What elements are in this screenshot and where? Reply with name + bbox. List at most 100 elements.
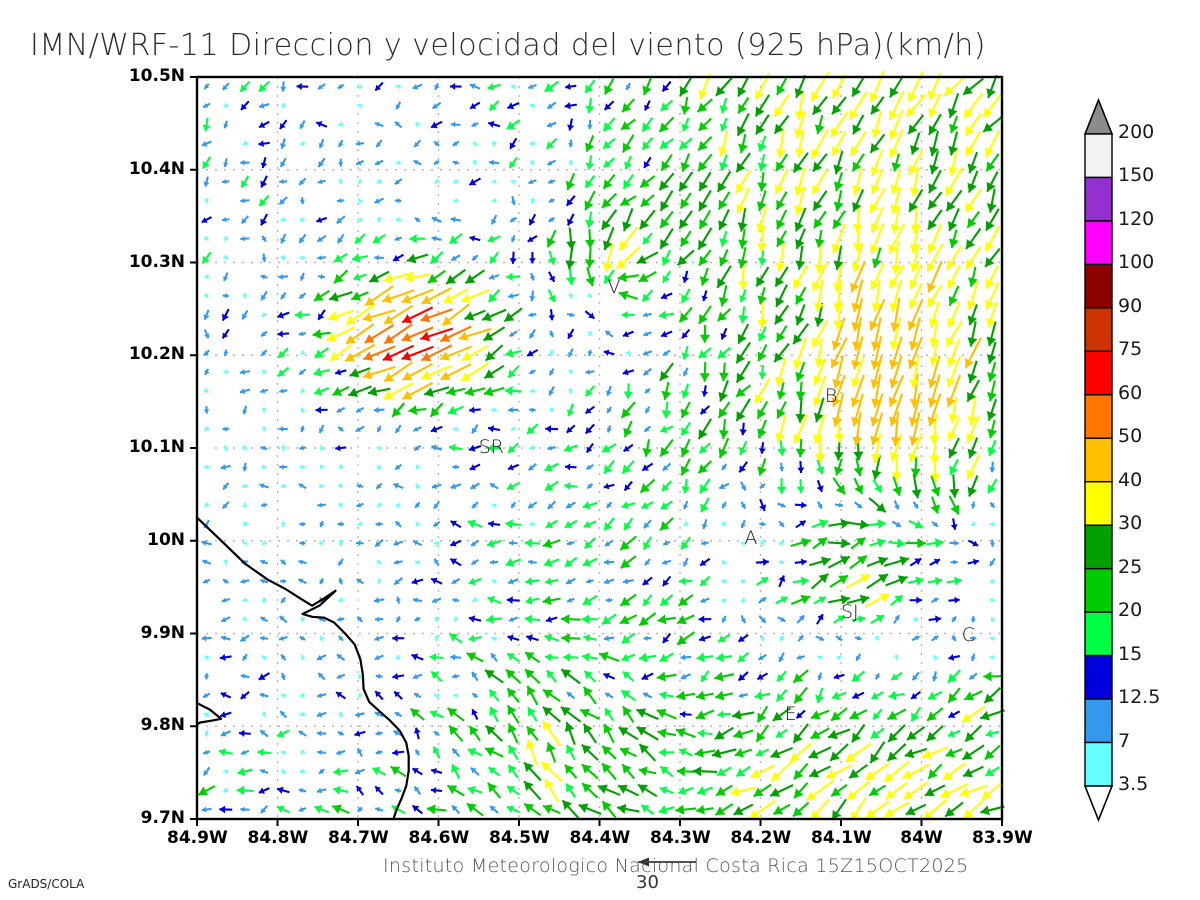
wind-vector-arrow xyxy=(929,413,940,445)
wind-vector-arrow xyxy=(814,229,825,248)
wind-vector-arrow xyxy=(564,101,577,110)
wind-vector-arrow xyxy=(505,668,522,684)
wind-vector-head xyxy=(730,786,741,797)
wind-vector-head xyxy=(204,675,210,680)
wind-vector-head xyxy=(472,693,478,699)
wind-vector-arrow xyxy=(566,403,575,417)
wind-vector-head xyxy=(638,273,649,282)
wind-vector-head xyxy=(755,393,764,404)
wind-vector-head xyxy=(699,276,710,286)
wind-vector-head xyxy=(299,711,305,717)
wind-vector-head xyxy=(529,160,535,165)
wind-vector-arrow xyxy=(659,690,674,700)
wind-vector-arrow xyxy=(564,556,578,568)
y-axis-label: 10.3N xyxy=(128,251,185,272)
wind-vector-head xyxy=(548,332,554,337)
wind-vector-arrow xyxy=(678,137,693,150)
wind-vector-arrow xyxy=(805,779,834,802)
wind-vector-arrow xyxy=(721,521,727,527)
wind-vector-head xyxy=(374,198,380,204)
wind-vector-arrow xyxy=(201,216,212,224)
wind-vector-head xyxy=(260,730,266,736)
wind-vector-head xyxy=(464,311,475,321)
wind-vector-arrow xyxy=(299,521,306,527)
wind-vector-head xyxy=(837,635,843,641)
wind-vector-head xyxy=(431,483,437,490)
wind-vector-head xyxy=(431,235,437,242)
wind-vector-arrow xyxy=(336,406,346,414)
wind-vector-arrow xyxy=(527,234,538,243)
wind-vector-head xyxy=(546,141,555,149)
wind-vector-head xyxy=(280,237,286,244)
wind-vector-arrow xyxy=(439,345,472,361)
wind-vector-arrow xyxy=(278,635,288,641)
wind-vector-arrow xyxy=(222,482,230,490)
wind-vector-head xyxy=(218,748,226,757)
wind-vector-head xyxy=(221,635,226,641)
wind-vector-arrow xyxy=(337,178,343,185)
wind-vector-arrow xyxy=(491,502,497,509)
wind-vector-head xyxy=(967,277,978,287)
wind-vector-arrow xyxy=(755,748,770,757)
wind-vector-arrow xyxy=(637,783,658,798)
wind-vector-head xyxy=(602,745,612,756)
wind-vector-head xyxy=(772,711,783,721)
wind-vector-arrow xyxy=(601,443,617,453)
wind-vector-arrow xyxy=(738,440,748,456)
wind-vector-arrow xyxy=(261,597,267,604)
wind-vector-head xyxy=(447,707,458,718)
wind-vector-arrow xyxy=(794,286,807,305)
wind-vector-head xyxy=(777,448,787,456)
wind-vector-head xyxy=(795,294,805,305)
wind-vector-arrow xyxy=(985,208,1000,232)
wind-vector-arrow xyxy=(223,272,229,282)
wind-vector-arrow xyxy=(756,705,769,723)
wind-vector-head xyxy=(525,652,535,661)
wind-vector-head xyxy=(300,140,305,146)
wind-vector-head xyxy=(337,502,343,508)
wind-vector-head xyxy=(966,300,977,310)
wind-vector-head xyxy=(508,292,514,299)
wind-vector-arrow xyxy=(240,578,250,584)
wind-vector-head xyxy=(337,483,343,489)
wind-vector-arrow xyxy=(523,802,542,817)
wind-vector-arrow xyxy=(757,301,768,329)
wind-vector-arrow xyxy=(563,444,578,453)
wind-vector-head xyxy=(853,451,864,461)
wind-vector-arrow xyxy=(470,767,480,776)
wind-vector-head xyxy=(969,674,975,680)
wind-vector-arrow xyxy=(850,355,865,388)
wind-vector-arrow xyxy=(357,84,363,90)
wind-vector-head xyxy=(300,349,306,355)
wind-vector-arrow xyxy=(850,536,866,550)
wind-vector-arrow xyxy=(394,424,402,434)
wind-vector-arrow xyxy=(356,540,364,546)
wind-vector-arrow xyxy=(770,746,793,759)
wind-vector-arrow xyxy=(409,707,425,721)
wind-vector-arrow xyxy=(830,783,848,797)
wind-vector-arrow xyxy=(587,349,593,357)
wind-vector-head xyxy=(550,407,555,413)
wind-vector-arrow xyxy=(813,210,827,229)
wind-vector-arrow xyxy=(316,654,327,661)
wind-vector-arrow xyxy=(584,228,595,249)
wind-vector-head xyxy=(357,559,363,565)
wind-vector-head xyxy=(891,673,899,680)
x-axis-label: 84.5W xyxy=(489,828,550,848)
wind-vector-head xyxy=(222,426,227,432)
wind-vector-head xyxy=(946,201,956,211)
wind-vector-arrow xyxy=(909,264,923,290)
wind-vector-arrow xyxy=(431,216,442,223)
wind-vector-head xyxy=(749,809,760,819)
wind-vector-arrow xyxy=(374,254,384,261)
wind-vector-arrow xyxy=(328,291,353,302)
wind-vector-arrow xyxy=(912,616,919,623)
wind-vector-head xyxy=(431,216,438,223)
wind-vector-head xyxy=(852,692,860,700)
wind-vector-arrow xyxy=(446,784,465,797)
wind-vector-head xyxy=(220,464,226,471)
wind-vector-head xyxy=(967,217,977,228)
x-axis-label: 83.9W xyxy=(972,828,1033,848)
wind-vector-head xyxy=(300,160,306,166)
wind-vector-arrow xyxy=(451,763,461,779)
